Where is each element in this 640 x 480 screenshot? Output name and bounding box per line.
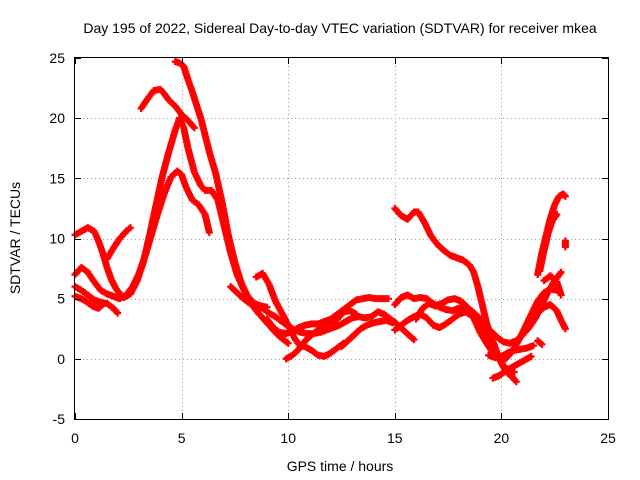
series-track-w	[540, 272, 565, 299]
series-track-v	[534, 301, 569, 333]
y-tick-label: 15	[49, 170, 65, 186]
series-track-x	[561, 237, 569, 251]
data-point	[126, 224, 134, 232]
data-point	[99, 301, 107, 309]
data-point	[512, 378, 520, 386]
plot-frame	[74, 57, 609, 420]
series-track-o	[391, 204, 520, 386]
y-tick-label: -5	[53, 411, 66, 427]
data-point	[538, 340, 546, 348]
data-point	[561, 192, 569, 200]
series-track-l	[338, 316, 397, 351]
x-tick-label: 20	[494, 430, 510, 446]
y-tick-label: 25	[49, 50, 65, 66]
data-point	[190, 124, 198, 132]
data-point	[527, 352, 535, 360]
series-track-s	[534, 337, 546, 348]
x-axis: 0 5 10 15 20 25	[71, 58, 616, 446]
data-point	[529, 342, 537, 350]
x-tick-label: 5	[178, 430, 186, 446]
series-track-q	[485, 342, 537, 362]
data-point	[284, 339, 292, 347]
x-tick-label: 10	[280, 430, 296, 446]
data-point	[389, 319, 397, 327]
series-track-u	[536, 210, 561, 275]
data-point	[410, 336, 418, 344]
y-axis-label: SDTVAR / TECUs	[7, 182, 23, 294]
y-tick-label: 0	[57, 351, 65, 367]
y-tick-label: 5	[57, 291, 65, 307]
data-point	[557, 268, 565, 276]
x-axis-label: GPS time / hours	[287, 458, 394, 474]
data-point	[553, 210, 561, 218]
chart-title: Day 195 of 2022, Sidereal Day-to-day VTE…	[83, 20, 596, 36]
data-point	[384, 295, 392, 303]
data-point	[205, 228, 213, 236]
series-track-e	[71, 167, 213, 303]
data-point	[352, 310, 360, 318]
data-point	[114, 309, 122, 317]
data-points	[71, 58, 569, 386]
y-tick-label: 20	[49, 110, 65, 126]
series-track-r	[489, 352, 535, 382]
series-track-b	[137, 85, 198, 132]
series-track-k	[282, 307, 360, 363]
x-tick-label: 15	[387, 430, 403, 446]
x-tick-label: 0	[71, 430, 79, 446]
data-point	[561, 325, 569, 333]
series-track-j	[263, 293, 392, 338]
series-track-p	[412, 285, 561, 363]
x-tick-label: 25	[600, 430, 616, 446]
series-track-d	[103, 224, 134, 263]
data-point	[557, 291, 565, 299]
y-axis: -5 0 5 10 15 20 25	[49, 50, 608, 427]
y-tick-label: 10	[49, 231, 65, 247]
data-point	[561, 243, 569, 251]
